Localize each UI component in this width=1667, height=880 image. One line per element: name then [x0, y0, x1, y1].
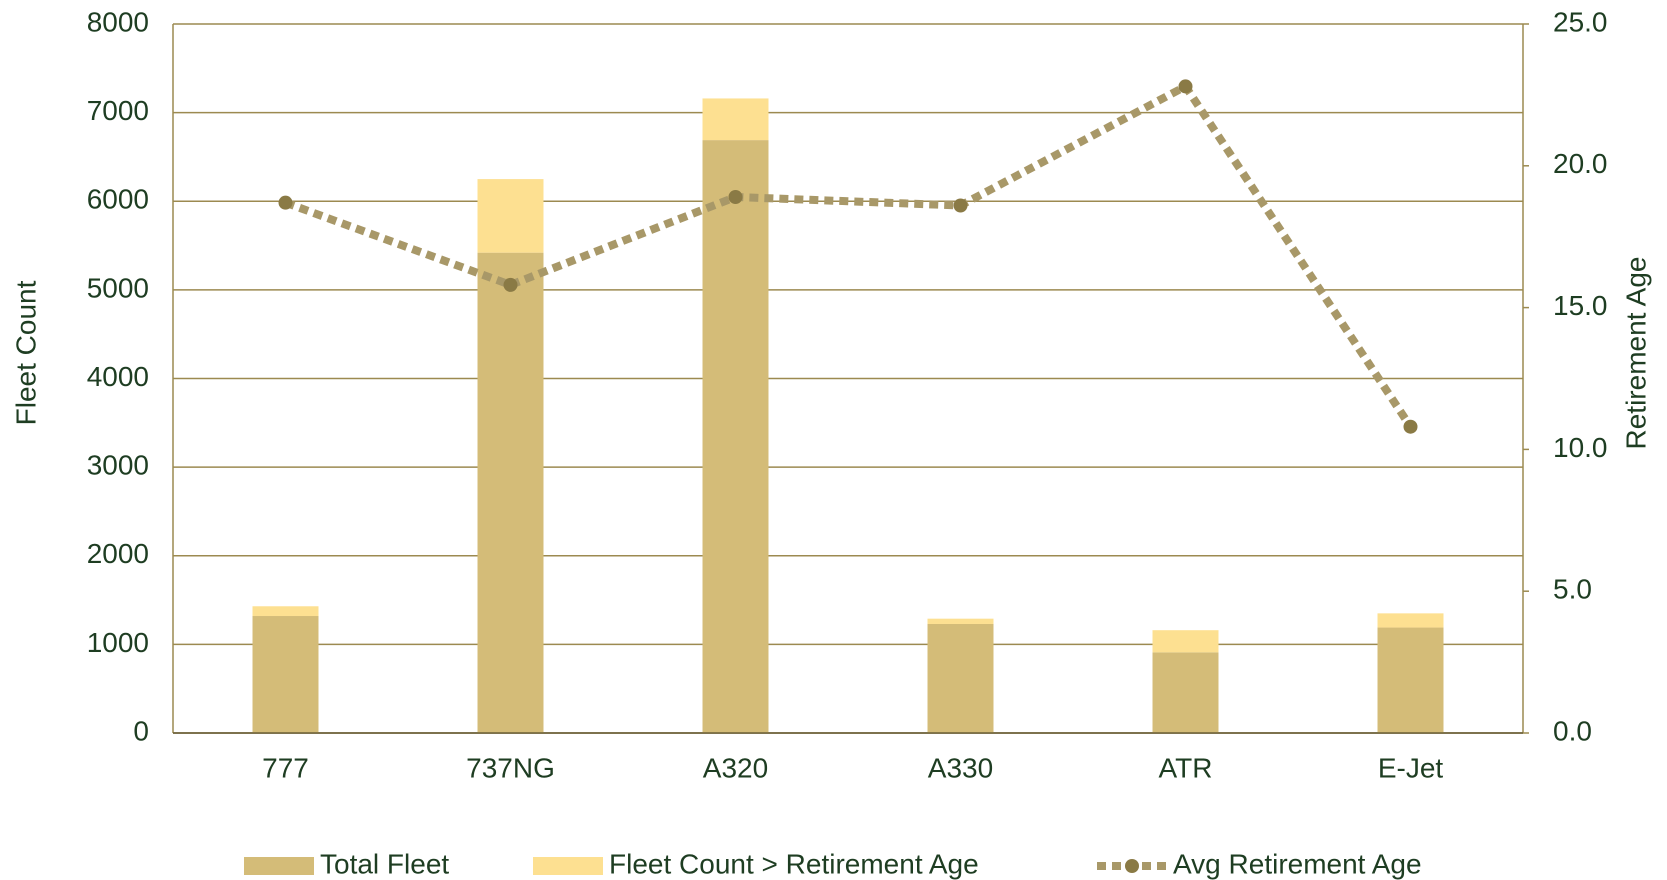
y-tick-label: 3000 [87, 450, 149, 481]
legend-label: Total Fleet [320, 848, 449, 879]
line-marker [503, 277, 518, 292]
bar [927, 623, 994, 733]
legend-label: Fleet Count > Retirement Age [609, 848, 979, 879]
x-tick-label: A330 [928, 752, 993, 783]
line-marker [728, 189, 743, 204]
line [284, 81, 1414, 429]
bar [702, 98, 769, 141]
x-tick-label: 777 [262, 752, 309, 783]
y-tick-label: 2000 [87, 538, 149, 569]
legend-swatch [244, 857, 314, 875]
x-tick-label: A320 [703, 752, 768, 783]
legend-label: Avg Retirement Age [1173, 848, 1422, 879]
y-tick-label: 5000 [87, 272, 149, 303]
y-tick-label: 7000 [87, 95, 149, 126]
y2-tick-label: 10.0 [1553, 432, 1608, 463]
line-marker [1403, 419, 1418, 434]
y2-tick-label: 5.0 [1553, 574, 1592, 605]
bar [1152, 652, 1219, 733]
bar [1152, 630, 1219, 653]
bar [702, 140, 769, 733]
x-tick-label: ATR [1159, 752, 1213, 783]
y2-tick-label: 25.0 [1553, 6, 1608, 37]
y-tick-label: 1000 [87, 627, 149, 658]
x-tick-label: 737NG [466, 752, 555, 783]
y-axis-label: Fleet Count [10, 280, 41, 425]
line-marker [278, 195, 293, 210]
y-tick-label: 4000 [87, 361, 149, 392]
y2-tick-label: 0.0 [1553, 715, 1592, 746]
y-tick-label: 6000 [87, 184, 149, 215]
y2-tick-label: 20.0 [1553, 148, 1608, 179]
x-tick-label: E-Jet [1378, 752, 1444, 783]
legend-marker [1125, 859, 1139, 873]
bar [252, 606, 319, 617]
legend-swatch [533, 857, 603, 875]
bar [1377, 613, 1444, 628]
line-marker [1178, 79, 1193, 94]
line-marker [953, 198, 968, 213]
y2-axis-label: Retirement Age [1620, 257, 1651, 450]
bar [1377, 627, 1444, 733]
y-tick-label: 0 [133, 715, 149, 746]
y2-tick-label: 15.0 [1553, 290, 1608, 321]
bar [477, 179, 544, 253]
y-tick-label: 8000 [87, 6, 149, 37]
bar [477, 252, 544, 733]
bar [927, 618, 994, 624]
bar [252, 616, 319, 733]
